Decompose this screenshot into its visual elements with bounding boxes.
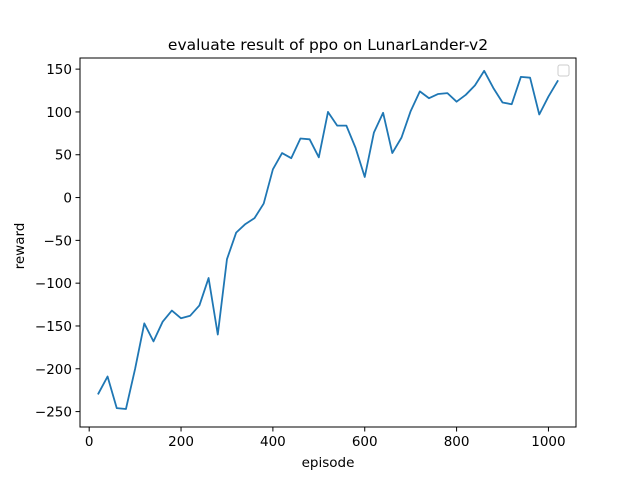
- axes-frame: [79, 57, 577, 428]
- y-tick-label: 150: [46, 62, 72, 78]
- x-tick-label: 0: [85, 434, 94, 450]
- x-tick-label: 400: [260, 434, 286, 450]
- y-tick-label: −150: [35, 319, 72, 335]
- x-tick-label: 800: [444, 434, 470, 450]
- y-axis-title: reward: [12, 223, 28, 270]
- y-tick-label: 50: [55, 148, 72, 164]
- legend-box: [557, 64, 570, 77]
- series-line-0: [97, 69, 559, 410]
- y-tick-label: −50: [44, 233, 73, 249]
- x-axis-title: episode: [302, 455, 355, 471]
- chart-title: evaluate result of ppo on LunarLander-v2: [168, 36, 488, 54]
- y-tick-label: −200: [35, 362, 72, 378]
- x-tick-label: 1000: [531, 434, 565, 450]
- plot-area: 0 200 400 600 800 1000 −250 −200 −150 −100 −50 0 50 1…: [35, 57, 577, 450]
- x-tick-label: 600: [352, 434, 378, 450]
- y-tick-label: 0: [63, 191, 72, 207]
- x-tick-label: 200: [168, 434, 194, 450]
- y-tick-label: −100: [35, 276, 72, 292]
- y-tick-label: −250: [35, 405, 72, 421]
- y-tick-label: 100: [46, 105, 72, 121]
